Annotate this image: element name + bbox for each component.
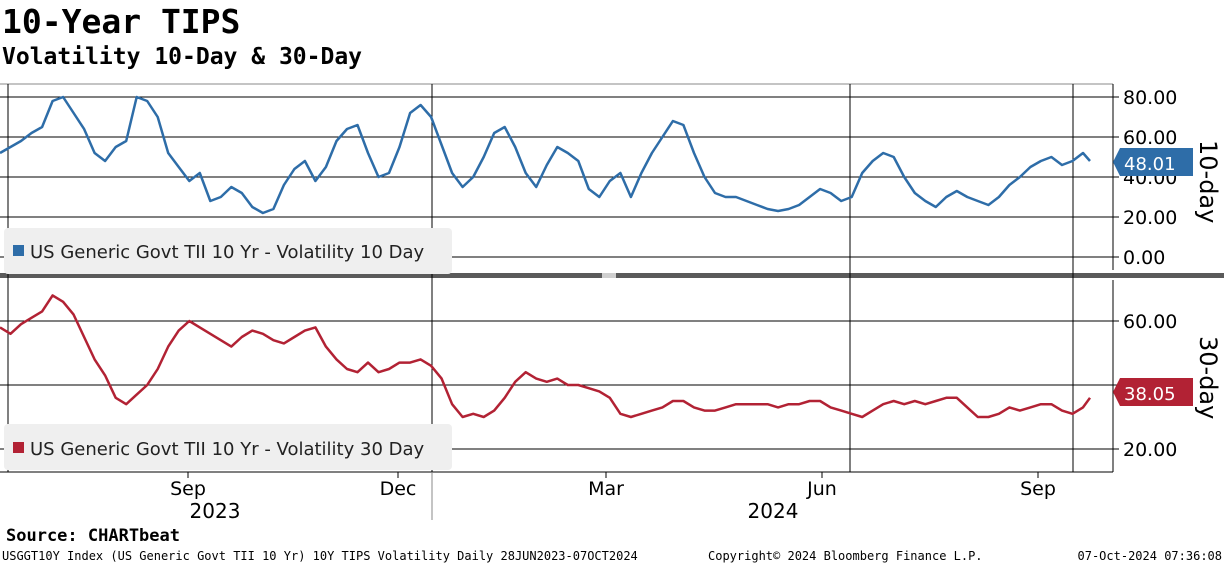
x-year-label: 2023: [190, 499, 241, 520]
legend-swatch-10day: [13, 245, 24, 256]
series-line-10day: [0, 95, 1091, 215]
x-tick-label: Jun: [806, 478, 837, 500]
chart-title: 10-Year TIPS: [2, 2, 241, 41]
source-note: Source: CHARTbeat: [6, 526, 180, 546]
bottom-panel: [0, 280, 1114, 473]
last-value-10day: 48.01: [1124, 154, 1176, 175]
x-tick-label: Dec: [380, 478, 417, 500]
axis-title-30day: 30-day: [1194, 336, 1222, 419]
series-line-30day: [0, 294, 1092, 419]
legend-label-10day: US Generic Govt TII 10 Yr - Volatility 1…: [30, 242, 425, 263]
y-tick-label: 60.00: [1123, 127, 1177, 149]
legend-label-30day: US Generic Govt TII 10 Yr - Volatility 3…: [30, 439, 425, 460]
footer-timestamp: 07-Oct-2024 07:36:08: [1077, 549, 1223, 563]
last-value-30day: 38.05: [1124, 384, 1176, 405]
y-tick-label: 60.00: [1123, 311, 1177, 333]
legend-swatch-30day: [13, 442, 24, 453]
y-tick-label: 20.00: [1123, 207, 1177, 229]
y-tick-label: 80.00: [1123, 87, 1177, 109]
footer-ticker-info: USGGT10Y Index (US Generic Govt TII 10 Y…: [2, 549, 638, 563]
legend-30day: US Generic Govt TII 10 Yr - Volatility 3…: [4, 424, 452, 470]
last-value-tag-10day: 48.01: [1113, 148, 1193, 176]
x-tick-label: Sep: [1020, 478, 1056, 500]
x-tick-label: Sep: [170, 478, 206, 500]
x-tick-label: Mar: [588, 478, 624, 500]
y-tick-label: 20.00: [1123, 439, 1177, 461]
axis-title-10day: 10-day: [1194, 140, 1222, 223]
last-value-tag-30day: 38.05: [1113, 378, 1193, 406]
chart-subtitle: Volatility 10-Day & 30-Day: [2, 44, 363, 70]
y-tick-label: 0.00: [1123, 247, 1165, 269]
footer-copyright: Copyright© 2024 Bloomberg Finance L.P.: [708, 549, 983, 563]
legend-10day: US Generic Govt TII 10 Yr - Volatility 1…: [4, 228, 452, 274]
panel-divider[interactable]: [0, 273, 1224, 278]
x-year-label: 2024: [748, 499, 799, 520]
